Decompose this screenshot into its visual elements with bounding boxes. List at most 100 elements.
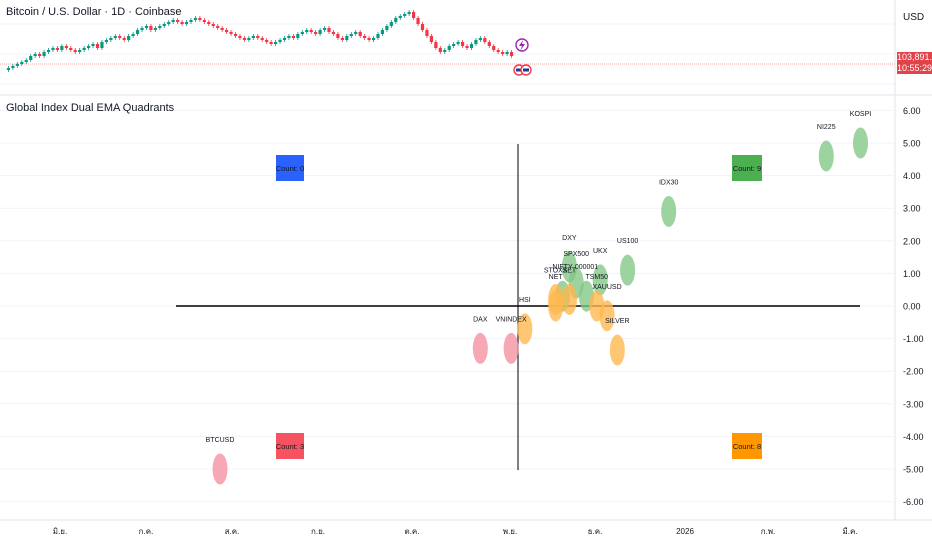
x-tick-label: มิ.ย.: [53, 527, 67, 536]
candle-body: [478, 38, 482, 40]
candle-body: [278, 40, 282, 42]
candle-body: [354, 32, 358, 34]
candle-body: [78, 50, 82, 52]
candle-body: [189, 20, 193, 22]
point-label: SPX500: [563, 251, 589, 258]
candle-body: [509, 52, 514, 56]
candle-body: [109, 38, 113, 40]
scatter-point: [517, 313, 533, 345]
point-label: US100: [617, 238, 639, 245]
scatter-point: [599, 300, 615, 332]
point-label: TSM50: [585, 274, 608, 281]
candle-body: [247, 38, 251, 40]
scatter-point: [472, 332, 488, 364]
candle-body: [496, 50, 500, 52]
candle-body: [314, 32, 318, 34]
candle-body: [122, 38, 126, 40]
candle-body: [24, 60, 28, 62]
x-tick-label: ก.ค.: [139, 527, 154, 536]
candle-body: [376, 34, 380, 38]
x-tick-label: พ.ย.: [503, 527, 517, 536]
quadrant-count-label: Count: 8: [733, 442, 761, 451]
scatter-point: [592, 264, 608, 296]
y-tick-label: -6.00: [903, 497, 924, 507]
y-tick-label: 4.00: [903, 171, 921, 181]
candle-body: [225, 30, 229, 32]
candle-body: [149, 26, 153, 30]
point-label: NIFTY: [552, 264, 573, 271]
lightning-glyph: [519, 40, 525, 51]
scatter-point: [620, 254, 636, 286]
candle-body: [251, 36, 255, 38]
candle-body: [389, 22, 393, 26]
candle-body: [318, 30, 322, 34]
candle-body: [309, 30, 313, 32]
quadrant-count-box: [276, 433, 304, 459]
last-price-badge: 103,891.03: [897, 52, 932, 63]
candle-body: [233, 34, 238, 36]
candle-body: [100, 42, 104, 48]
point-label: IDX30: [659, 179, 679, 186]
candle-body: [474, 40, 478, 44]
candle-body: [6, 68, 11, 70]
candle-body: [327, 28, 331, 32]
y-tick-label: -5.00: [903, 465, 924, 475]
candle-body: [29, 56, 33, 60]
quadrant-count-box: [732, 433, 762, 459]
candle-body: [300, 32, 304, 34]
scatter-point: [661, 195, 677, 227]
point-label: STOXX: [544, 267, 568, 274]
x-tick-label: 2026: [676, 527, 694, 536]
point-label: DAX: [473, 316, 488, 323]
top-pane-title: Bitcoin / U.S. Dollar · 1D · Coinbase: [6, 6, 182, 18]
quadrant-count-label: Count: 9: [733, 164, 761, 173]
candle-body: [398, 16, 402, 18]
candle-body: [322, 28, 327, 30]
candle-body: [167, 22, 171, 24]
candle-body: [438, 48, 442, 52]
scatter-point: [503, 332, 519, 364]
candle-body: [349, 34, 353, 36]
candle-body: [367, 38, 371, 40]
quadrant-count-label: Count: 0: [276, 164, 304, 173]
candle-body: [242, 38, 247, 40]
point-label: NET: [549, 274, 564, 281]
candle-body: [487, 42, 491, 46]
candle-body: [95, 44, 100, 48]
candle-body: [38, 54, 42, 56]
quadrant-count-box: [276, 155, 304, 181]
candle-body: [55, 48, 60, 50]
candle-body: [331, 32, 336, 34]
candle-body: [282, 38, 287, 40]
candle-body: [460, 42, 465, 46]
point-label: SILVER: [605, 318, 629, 325]
candle-body: [483, 38, 487, 42]
candle-body: [416, 18, 420, 24]
y-tick-label: 1.00: [903, 269, 921, 279]
candle-body: [434, 42, 438, 48]
candle-body: [456, 42, 460, 44]
candle-body: [158, 26, 162, 28]
candle-body: [265, 40, 269, 42]
candle-body: [82, 48, 86, 50]
candle-body: [140, 28, 144, 30]
candle-body: [305, 30, 309, 32]
quadrant-count-label: Count: 3: [276, 442, 304, 451]
y-tick-label: 6.00: [903, 106, 921, 116]
scatter-point: [212, 453, 228, 485]
y-tick-label: -3.00: [903, 399, 924, 409]
candle-body: [153, 28, 157, 30]
candle-body: [425, 30, 429, 36]
candle-body: [216, 26, 220, 28]
candle-body: [273, 42, 278, 44]
candle-body: [127, 36, 131, 40]
y-tick-label: -1.00: [903, 334, 924, 344]
candle-body: [412, 12, 416, 18]
candle-body: [336, 34, 340, 38]
candle-body: [358, 32, 362, 36]
currency-label: USD: [903, 12, 925, 23]
point-label: DXY: [562, 235, 577, 242]
y-tick-label: 2.00: [903, 236, 921, 246]
y-tick-label: 0.00: [903, 302, 921, 312]
